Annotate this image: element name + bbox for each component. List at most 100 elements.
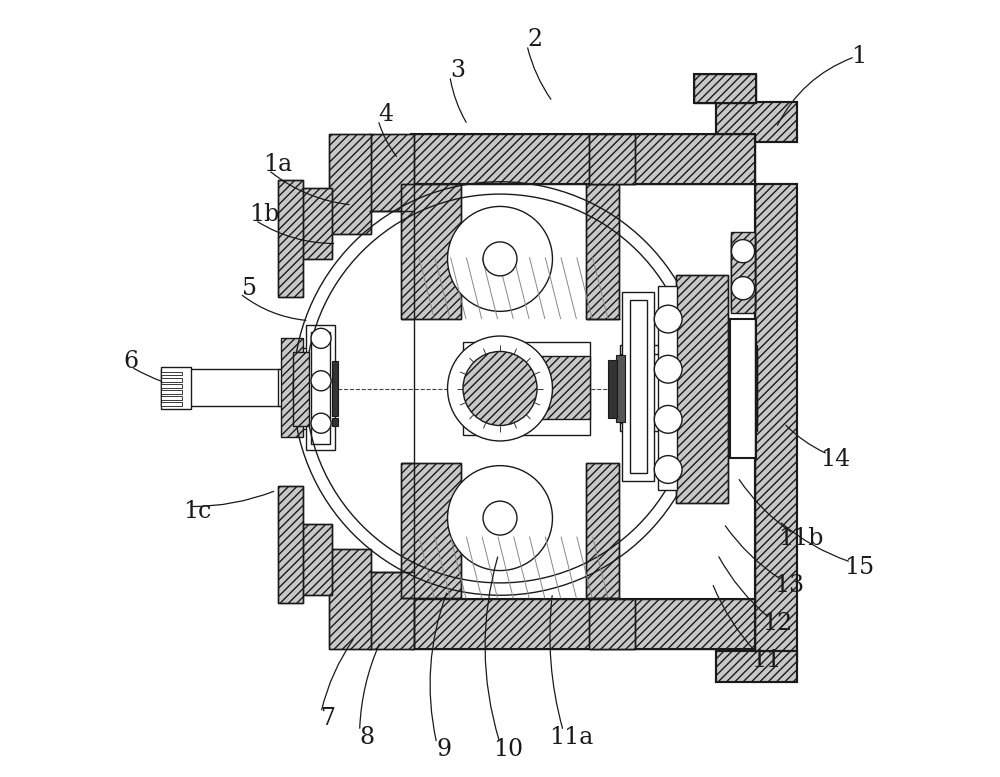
Bar [301,524,332,595]
Bar [586,184,619,319]
Bar [161,367,191,409]
Bar [616,354,625,423]
Bar [731,234,755,312]
Bar [694,74,756,103]
Text: 11b: 11b [778,528,824,550]
Text: 11: 11 [751,649,781,671]
Bar [755,184,797,662]
Bar [658,286,677,490]
Text: 1: 1 [851,45,866,68]
Text: 11a: 11a [549,726,593,749]
Bar [278,486,303,603]
Bar [694,74,756,103]
Bar [463,342,590,435]
Bar [716,102,797,141]
Circle shape [654,355,682,383]
Bar [369,134,414,211]
Bar [716,651,797,681]
Text: 10: 10 [493,738,523,761]
Text: 7: 7 [321,707,336,730]
Circle shape [448,207,552,312]
Bar [401,463,461,598]
Bar [286,347,318,429]
Bar [161,402,182,406]
Circle shape [448,465,552,570]
Bar [716,102,797,141]
Text: 4: 4 [378,103,393,126]
Bar [411,134,755,184]
Bar [311,333,330,444]
Bar [369,572,414,650]
Text: 14: 14 [820,448,851,471]
Bar [329,549,371,650]
Text: 9: 9 [437,738,452,761]
Bar [608,360,617,418]
Text: 5: 5 [242,277,257,300]
Bar [332,418,338,426]
Bar [161,369,280,406]
Circle shape [311,413,331,434]
Bar [411,599,755,650]
Bar [676,275,728,503]
Text: 1a: 1a [263,153,292,176]
Circle shape [731,239,755,263]
Bar [401,184,461,319]
Bar [731,238,755,308]
Circle shape [448,336,552,441]
Bar [411,599,755,650]
Bar [329,134,371,234]
Circle shape [483,242,517,276]
Bar [620,354,757,423]
Circle shape [463,351,537,426]
Bar [755,184,797,662]
Bar [586,463,619,598]
Bar [630,300,647,473]
Bar [161,378,182,382]
Bar [716,651,797,681]
Bar [730,319,756,458]
Text: 1b: 1b [250,204,280,226]
Bar [301,524,332,595]
Bar [401,184,461,319]
Bar [332,361,338,416]
Circle shape [654,455,682,483]
Bar [401,463,461,598]
Bar [589,134,635,184]
Bar [329,134,371,234]
Bar [278,180,303,298]
Bar [589,599,635,650]
Bar [281,338,303,437]
Circle shape [483,501,517,535]
Text: 13: 13 [774,573,804,597]
Text: 3: 3 [450,59,465,82]
Bar [620,344,757,431]
Bar [293,352,309,426]
Bar [731,232,755,313]
Circle shape [311,329,331,348]
Bar [161,390,182,394]
Bar [411,134,755,184]
Bar [369,572,414,650]
Bar [278,486,303,603]
Bar [306,326,335,450]
Bar [586,184,619,319]
Bar [278,180,303,298]
Circle shape [486,504,514,532]
Circle shape [731,277,755,300]
Circle shape [486,245,514,273]
Bar [161,396,182,400]
Text: 6: 6 [124,350,139,373]
Circle shape [654,406,682,434]
Bar [161,384,182,388]
Bar [278,369,328,406]
Text: 15: 15 [844,556,874,579]
Bar [676,275,728,503]
Bar [730,365,756,413]
Text: 8: 8 [360,726,375,749]
Text: 12: 12 [763,612,793,636]
Circle shape [311,371,331,391]
Bar [589,134,635,184]
Circle shape [654,305,682,333]
Bar [301,188,332,259]
Bar [329,549,371,650]
